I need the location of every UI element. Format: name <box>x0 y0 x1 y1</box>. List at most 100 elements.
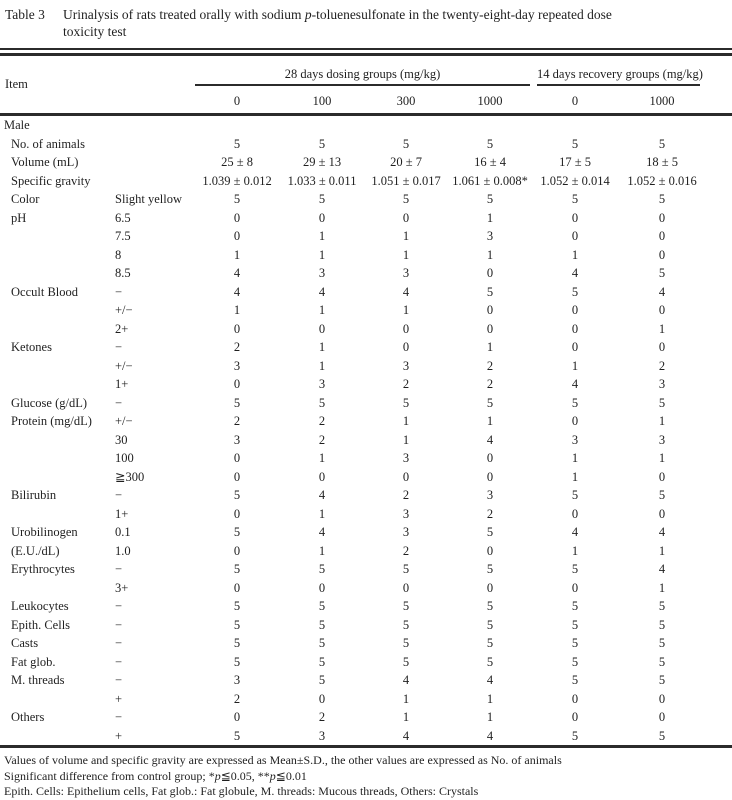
value-cell: 1 <box>402 247 410 262</box>
value-cell: 0 <box>658 691 666 706</box>
value-cell: 5 <box>658 617 666 632</box>
row-item-label <box>0 431 112 450</box>
value-cell: 5 <box>233 525 241 539</box>
value-cell: 0 <box>233 543 241 558</box>
table-row: +/− 3 1 3 2 1 2 <box>0 357 732 376</box>
title-text-post: -toluenesulfonate in the twenty-eight-da… <box>311 7 612 22</box>
table-row: Color Slight yellow 5 5 5 5 5 5 <box>0 190 732 209</box>
value-cell: 0 <box>571 229 579 243</box>
row-item-label <box>0 468 112 487</box>
value-cell: 0 <box>486 469 494 484</box>
value-cell: 5 <box>402 654 410 669</box>
footnote-sig-pre: Significant difference from control grou… <box>4 768 215 783</box>
table-row: Fat glob. − 5 5 5 5 5 5 <box>0 653 732 672</box>
value-cell: 1 <box>402 710 410 724</box>
row-item-label: M. threads <box>11 673 65 687</box>
row-sub-label: +/− <box>115 358 133 373</box>
table-header: Item 28 days dosing groups (mg/kg) 14 da… <box>0 56 732 116</box>
title-line1: Urinalysis of rats treated orally with s… <box>63 7 612 22</box>
table-row: 100 0 1 3 0 1 1 <box>0 449 732 468</box>
row-spacer <box>706 190 732 209</box>
value-cell: 2 <box>402 488 410 502</box>
header-spacer <box>706 56 732 116</box>
value-cell: 4 <box>233 266 241 280</box>
table-row: ≧300 0 0 0 0 1 0 <box>0 468 732 487</box>
value-cell: 0 <box>658 506 666 521</box>
value-cell: 4 <box>571 266 579 280</box>
value-cell: 5 <box>658 266 666 280</box>
value-cell: 0 <box>571 580 579 595</box>
value-cell: 4 <box>571 377 579 391</box>
row-spacer <box>706 486 732 505</box>
row-spacer <box>706 375 732 394</box>
value-cell: 1 <box>486 414 494 428</box>
table-row: 8 1 1 1 1 1 0 <box>0 246 732 265</box>
table-row: Leukocytes − 5 5 5 5 5 5 <box>0 597 732 616</box>
value-cell: 5 <box>658 599 666 613</box>
value-cell: 3 <box>402 451 410 465</box>
row-sub-label: 3+ <box>115 580 129 595</box>
row-sub-label: − <box>115 284 123 299</box>
value-cell: 5 <box>233 617 241 632</box>
value-cell: 5 <box>571 488 579 502</box>
value-cell: 5 <box>571 284 579 299</box>
row-sub-label <box>112 172 194 191</box>
value-cell: 5 <box>318 599 326 613</box>
value-cell: 1.052 ± 0.014 <box>540 173 610 188</box>
table-row: +2 0 1 1 0 0 <box>0 690 732 709</box>
table-row: 8.5 4 3 3 0 4 5 <box>0 264 732 283</box>
row-sub-label: 6.5 <box>115 210 131 225</box>
dose-header: 100 <box>280 86 365 116</box>
title-italic-p: p <box>304 7 312 22</box>
row-sub-label: 1+ <box>115 506 129 521</box>
value-cell: 0 <box>233 469 241 484</box>
row-item-label: Color <box>11 192 40 206</box>
row-spacer <box>706 135 732 154</box>
row-spacer <box>706 431 732 450</box>
value-cell: 0 <box>658 303 666 317</box>
value-cell: 5 <box>658 636 666 650</box>
value-cell: 1 <box>571 247 579 262</box>
value-cell: 5 <box>486 617 494 632</box>
table-row: Specific gravity 1.039 ± 0.012 1.033 ± 0.0… <box>0 172 732 191</box>
value-cell: 5 <box>402 395 410 410</box>
table-row: (E.U./dL) 1.0 0 1 2 0 1 1 <box>0 542 732 561</box>
value-cell: 2 <box>402 377 410 391</box>
value-cell: 2 <box>486 506 494 521</box>
row-item-label: (E.U./dL) <box>11 543 60 558</box>
value-cell: 0 <box>233 321 241 336</box>
row-sub-label: 8 <box>115 247 122 262</box>
data-table: Item 28 days dosing groups (mg/kg) 14 da… <box>0 56 732 748</box>
dose-header: 300 <box>364 86 449 116</box>
value-cell: 1 <box>233 303 241 317</box>
value-cell: 4 <box>658 562 666 576</box>
row-sub-label: Slight yellow <box>115 192 183 206</box>
value-cell: 0 <box>571 321 579 336</box>
row-spacer <box>706 523 732 542</box>
value-cell: 0 <box>233 451 241 465</box>
row-item-label <box>0 246 112 265</box>
value-cell: 0 <box>486 543 494 558</box>
value-cell: 5 <box>658 395 666 410</box>
value-cell: 1 <box>486 340 494 354</box>
value-cell: 1.039 ± 0.012 <box>202 173 272 188</box>
value-cell: 5 <box>571 599 579 613</box>
row-sub-label: +/− <box>115 303 133 317</box>
row-item-label: Fat glob. <box>11 654 56 669</box>
row-item-label: Urobilinogen <box>11 525 78 539</box>
row-sub-label: + <box>115 728 123 743</box>
row-spacer <box>706 283 732 302</box>
value-cell: 1 <box>658 580 666 595</box>
row-spacer <box>706 320 732 339</box>
dose-header: 0 <box>194 86 281 116</box>
row-sub-label: − <box>115 562 123 576</box>
row-sub-label: − <box>115 395 123 410</box>
value-cell: 3 <box>318 266 326 280</box>
value-cell: 5 <box>486 636 494 650</box>
value-cell: 5 <box>486 192 494 206</box>
value-cell: 5 <box>318 617 326 632</box>
dose-header-row: 0 100 300 1000 0 1000 <box>0 86 732 116</box>
value-cell: 1 <box>318 451 326 465</box>
row-item-label: Others <box>11 710 45 724</box>
value-cell: 5 <box>402 617 410 632</box>
